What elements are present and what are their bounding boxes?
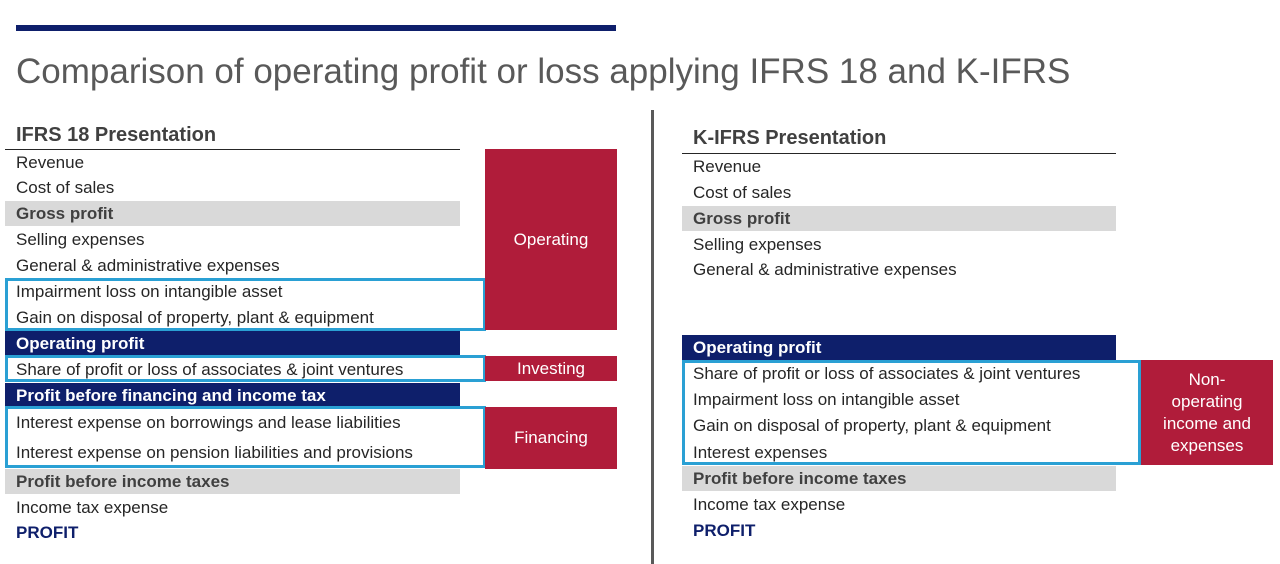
ifrs18-heading: IFRS 18 Presentation [16,124,217,146]
panel-divider [651,110,654,564]
ifrs18-category-financing: Financing [485,407,617,469]
page-title: Comparison of operating profit or loss a… [16,52,1071,91]
ifrs18-row-interest-borrowings: Interest expense on borrowings and lease… [16,413,401,432]
ifrs18-row-gain-on-disposal: Gain on disposal of property, plant & eq… [16,308,374,327]
ifrs18-row-operating-profit: Operating profit [5,331,460,356]
kifrs-row-gain-on-disposal: Gain on disposal of property, plant & eq… [693,416,1051,435]
kifrs-heading: K-IFRS Presentation [693,127,887,149]
ifrs18-row-profit-before-taxes: Profit before income taxes [5,469,460,494]
title-accent-bar [16,25,616,31]
ifrs18-row-share-of-associates: Share of profit or loss of associates & … [16,360,404,379]
kifrs-row-selling-expenses: Selling expenses [693,235,822,254]
ifrs18-row-profit: PROFIT [16,523,79,542]
ifrs18-highlight-interest [5,406,486,468]
ifrs18-heading-rule [5,149,460,150]
ifrs18-row-income-tax: Income tax expense [16,498,169,517]
ifrs18-highlight-impairment-gain [5,278,486,331]
ifrs18-row-cost-of-sales: Cost of sales [16,178,115,197]
kifrs-heading-rule [682,153,1116,154]
ifrs18-row-impairment-loss: Impairment loss on intangible asset [16,282,283,301]
kifrs-row-operating-profit: Operating profit [682,335,1116,360]
ifrs18-highlight-associates [5,355,486,382]
ifrs18-row-ga-expenses: General & administrative expenses [16,256,280,275]
kifrs-row-profit: PROFIT [693,521,756,540]
ifrs18-row-profit-before-financing: Profit before financing and income tax [5,383,460,408]
ifrs18-row-interest-pension: Interest expense on pension liabilities … [16,443,413,462]
kifrs-row-gross-profit: Gross profit [682,206,1116,231]
ifrs18-row-gross-profit: Gross profit [5,201,460,226]
kifrs-row-cost-of-sales: Cost of sales [693,183,792,202]
kifrs-category-non-operating: Non- operating income and expenses [1141,360,1273,465]
kifrs-row-share-of-associates: Share of profit or loss of associates & … [693,364,1081,383]
ifrs18-category-operating: Operating [485,149,617,330]
kifrs-row-income-tax: Income tax expense [693,495,846,514]
kifrs-row-ga-expenses: General & administrative expenses [693,260,957,279]
ifrs18-category-investing: Investing [485,356,617,381]
ifrs18-row-revenue: Revenue [16,153,85,172]
kifrs-row-interest-expenses: Interest expenses [693,443,828,462]
kifrs-row-revenue: Revenue [693,157,762,176]
kifrs-row-profit-before-taxes: Profit before income taxes [682,466,1116,491]
ifrs18-row-selling-expenses: Selling expenses [16,230,145,249]
kifrs-highlight-non-operating [682,360,1141,465]
kifrs-row-impairment-loss: Impairment loss on intangible asset [693,390,960,409]
